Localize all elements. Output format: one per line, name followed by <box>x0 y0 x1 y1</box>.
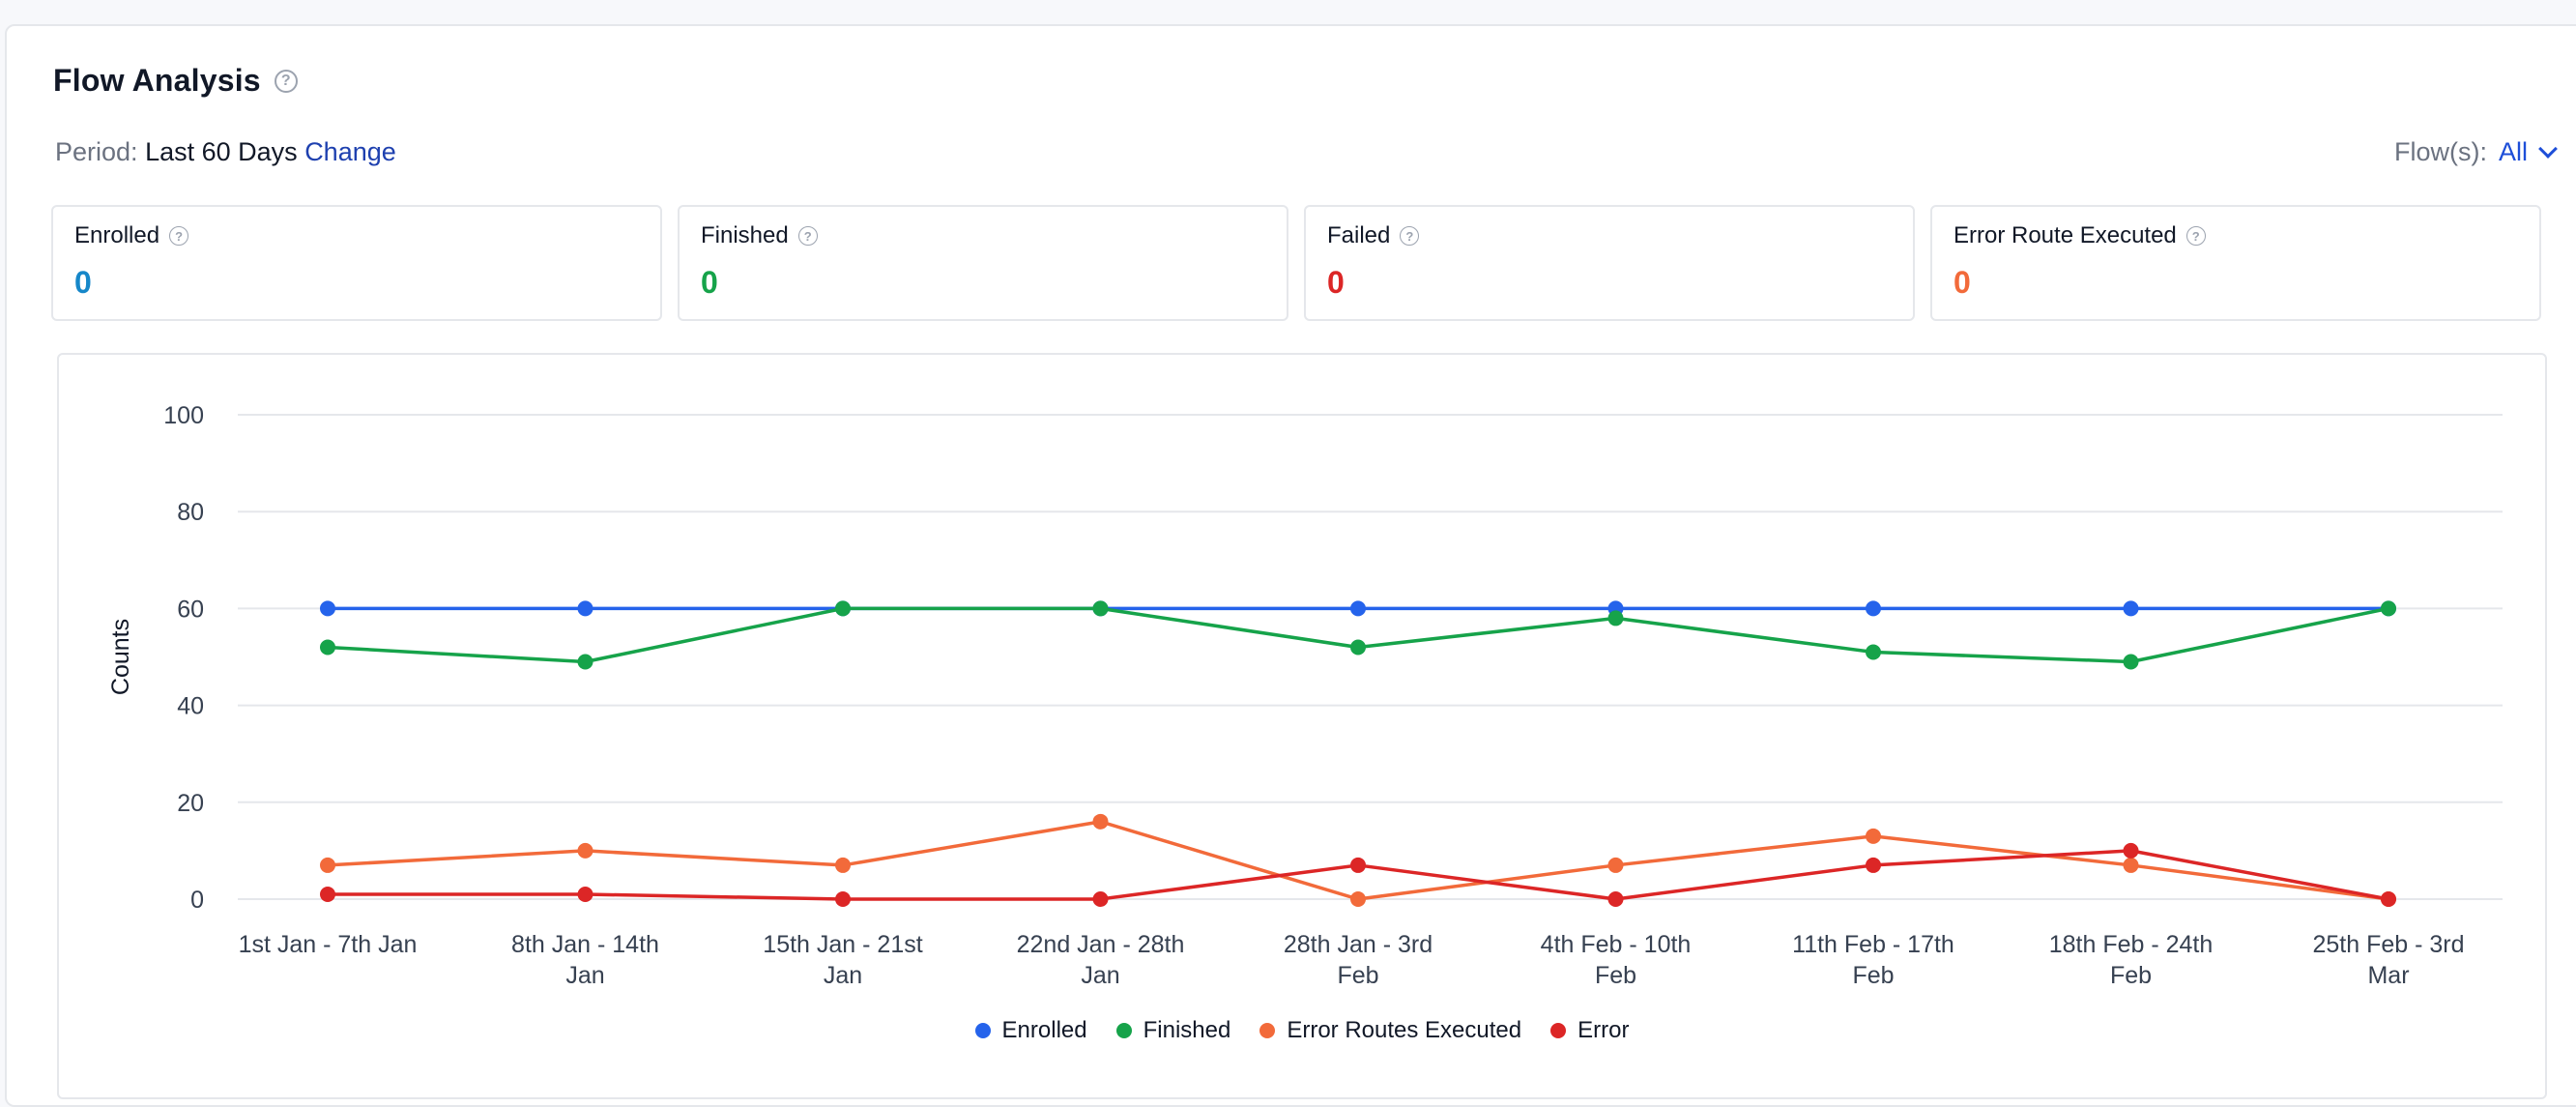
chevron-down-icon <box>2538 138 2558 159</box>
period-row: Period: Last 60 Days Change <box>55 137 396 167</box>
data-point <box>2123 842 2139 859</box>
legend-dot-icon <box>974 1023 991 1038</box>
stat-card-error-route-executed: Error Route Executed ? 0 <box>1930 205 2541 321</box>
help-icon[interactable]: ? <box>274 69 298 93</box>
chart-legend: Enrolled Finished Error Routes Executed Err… <box>59 1017 2545 1044</box>
flows-filter: Flow(s): All <box>2393 137 2558 167</box>
data-point <box>1092 813 1109 830</box>
data-point <box>2123 857 2139 873</box>
data-point <box>1866 857 1881 873</box>
y-tick-label: 0 <box>190 887 204 914</box>
legend-label: Error <box>1577 1017 1630 1043</box>
legend-label: Enrolled <box>1001 1017 1087 1043</box>
data-point <box>577 600 593 617</box>
data-point <box>577 886 593 902</box>
x-tick-label: 22nd Jan - 28th Jan <box>1017 931 1185 989</box>
data-point <box>1607 610 1624 626</box>
line-chart: 0 20 40 60 80 100 Counts 1st Jan - 7th Jan 8th J… <box>107 402 2503 989</box>
y-tick-label: 40 <box>177 693 204 720</box>
legend-dot-icon <box>1115 1023 1132 1038</box>
stat-value: 0 <box>701 265 718 300</box>
data-point <box>2381 600 2396 617</box>
data-point <box>1607 857 1624 873</box>
data-point <box>2123 600 2139 617</box>
data-point <box>1092 600 1109 617</box>
y-tick-label: 100 <box>163 402 204 429</box>
data-point <box>320 639 335 655</box>
x-tick-label: 1st Jan - 7th Jan <box>239 931 418 958</box>
stat-label: Failed <box>1327 222 1391 248</box>
data-point <box>1350 857 1366 873</box>
help-icon[interactable]: ? <box>1400 226 1420 246</box>
period-label: Period: <box>55 137 138 166</box>
data-point <box>1866 600 1881 617</box>
data-point <box>1607 891 1624 907</box>
stat-label: Error Route Executed <box>1954 222 2177 248</box>
help-icon[interactable]: ? <box>797 226 818 246</box>
flows-dropdown[interactable]: All <box>2498 137 2558 167</box>
x-tick-label: 4th Feb - 10th Feb <box>1541 931 1692 989</box>
stat-value: 0 <box>1954 265 1971 300</box>
stat-value: 0 <box>74 265 92 300</box>
stat-card-enrolled: Enrolled ? 0 <box>51 205 662 321</box>
data-point <box>577 654 593 670</box>
data-point <box>2123 654 2139 670</box>
x-tick-label: 8th Jan - 14th Jan <box>511 931 659 989</box>
data-point <box>1350 600 1366 617</box>
help-icon[interactable]: ? <box>2185 226 2206 246</box>
data-point <box>320 886 335 902</box>
change-period-link[interactable]: Change <box>304 137 396 166</box>
data-point <box>835 857 851 873</box>
y-axis-label: Counts <box>107 619 134 695</box>
help-icon[interactable]: ? <box>169 226 189 246</box>
legend-dot-icon <box>1550 1023 1567 1038</box>
legend-item[interactable]: Error <box>1550 1017 1629 1044</box>
period-value: Last 60 Days <box>145 137 298 166</box>
data-point <box>1092 891 1109 907</box>
legend-label: Finished <box>1143 1017 1231 1043</box>
data-point <box>1866 828 1881 844</box>
legend-dot-icon <box>1259 1023 1276 1038</box>
data-point <box>1866 644 1881 660</box>
x-tick-label: 25th Feb - 3rd Mar <box>2312 931 2464 989</box>
x-tick-label: 18th Feb - 24th Feb <box>2049 931 2214 989</box>
stat-card-failed: Failed ? 0 <box>1304 205 1915 321</box>
data-point <box>1350 891 1366 907</box>
stat-label: Finished <box>701 222 789 248</box>
data-point <box>835 600 851 617</box>
data-point <box>1350 639 1366 655</box>
stat-value: 0 <box>1327 265 1345 300</box>
x-tick-label: 15th Jan - 21st Jan <box>763 931 922 989</box>
page-title: Flow Analysis <box>53 63 261 98</box>
y-tick-label: 20 <box>177 790 204 817</box>
legend-label: Error Routes Executed <box>1287 1017 1522 1043</box>
flows-label: Flow(s): <box>2393 137 2487 166</box>
legend-item[interactable]: Enrolled <box>974 1017 1087 1044</box>
data-point <box>577 842 593 859</box>
data-point <box>2381 891 2396 907</box>
data-point <box>320 600 335 617</box>
legend-item[interactable]: Finished <box>1115 1017 1231 1044</box>
flow-analysis-panel: Flow Analysis ? Period: Last 60 Days Cha… <box>5 24 2576 1107</box>
x-tick-label: 28th Jan - 3rd Feb <box>1284 931 1433 989</box>
title-row: Flow Analysis ? <box>53 63 298 99</box>
flows-selected-value: All <box>2498 137 2528 166</box>
stat-label: Enrolled <box>74 222 160 248</box>
x-tick-label: 11th Feb - 17th Feb <box>1792 931 1954 989</box>
y-tick-label: 80 <box>177 499 204 526</box>
data-point <box>835 891 851 907</box>
chart-card: 0 20 40 60 80 100 Counts 1st Jan - 7th Jan 8th J… <box>57 353 2547 1099</box>
legend-item[interactable]: Error Routes Executed <box>1259 1017 1521 1044</box>
y-tick-label: 60 <box>177 596 204 623</box>
data-point <box>320 857 335 873</box>
stat-card-finished: Finished ? 0 <box>678 205 1288 321</box>
